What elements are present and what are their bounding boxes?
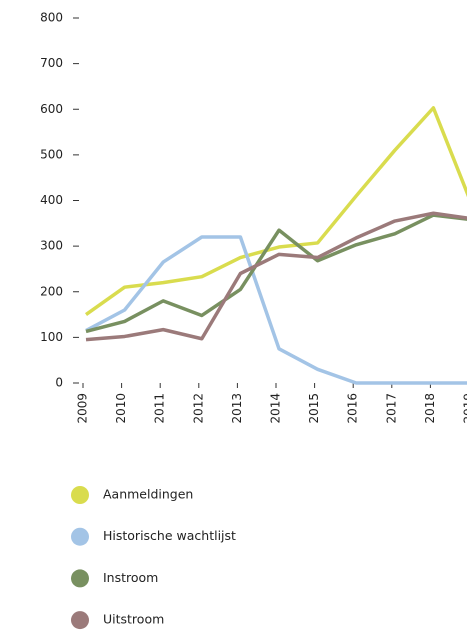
legend-label: Instroom	[103, 570, 158, 585]
y-tick-label: 0	[55, 376, 63, 390]
series-line	[85, 213, 467, 334]
series-line	[85, 211, 467, 342]
legend-label: Historische wachtlijst	[103, 528, 236, 543]
y-tick-label: 800	[40, 11, 63, 25]
legend-swatch	[71, 611, 89, 630]
y-tick-label: 200	[40, 284, 63, 298]
legend-swatch	[71, 569, 89, 588]
x-tick-label: 2014	[269, 393, 283, 424]
series-line	[84, 106, 467, 316]
x-tick-label: 2012	[191, 393, 205, 424]
legend-swatch	[71, 527, 89, 546]
y-tick-label: 300	[40, 239, 63, 253]
y-tick-label: 400	[40, 193, 63, 207]
y-tick-label: 100	[40, 330, 63, 344]
legend-label: Uitstroom	[103, 612, 164, 627]
x-tick-label: 2018	[423, 393, 437, 424]
x-tick-label: 2009	[76, 393, 90, 424]
x-tick-label: 2013	[230, 393, 244, 424]
legend-swatch	[71, 486, 89, 504]
x-tick-label: 2015	[307, 393, 321, 424]
x-tick-label: 2016	[346, 393, 360, 424]
x-tick-label: 2011	[153, 393, 167, 424]
y-tick-label: 500	[40, 147, 63, 161]
x-tick-label: 2017	[384, 393, 398, 424]
legend-label: Aanmeldingen	[103, 487, 193, 502]
series-line	[85, 235, 467, 385]
legend: Aanmeldingen Historische wachtlijst Instro…	[71, 486, 236, 630]
y-tick-label: 600	[40, 102, 63, 116]
x-tick-label: 2010	[114, 393, 128, 424]
y-tick-label: 700	[40, 56, 63, 70]
x-tick-label: 2019	[462, 393, 467, 424]
plot-area: 0 100 200 300 400 500 600 700 800 2009 2010 2011 201…	[40, 11, 467, 424]
